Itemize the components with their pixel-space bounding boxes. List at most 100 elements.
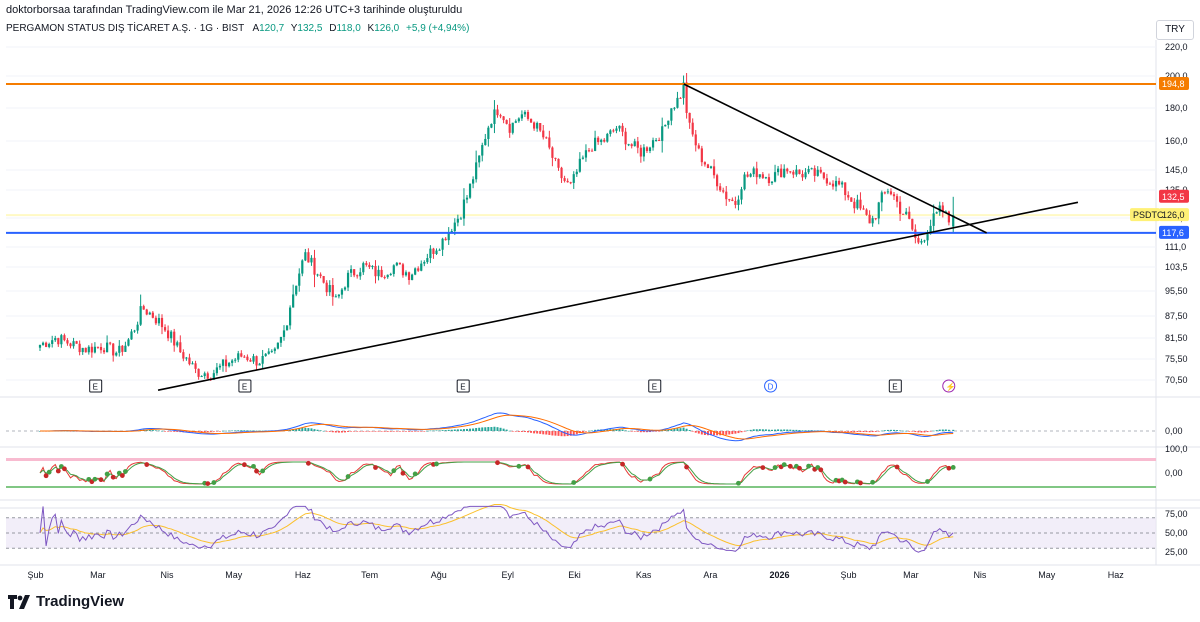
high-price-label: 132,5 xyxy=(1162,192,1185,202)
macd-histogram-bar xyxy=(362,431,365,432)
candle-body xyxy=(560,167,563,179)
macd-pane xyxy=(6,412,1156,442)
time-tick-label: Eki xyxy=(568,570,581,580)
rsi-band-fill xyxy=(6,517,1156,549)
earnings-marker[interactable] xyxy=(89,379,103,393)
macd-histogram-bar xyxy=(636,431,639,432)
macd-histogram-bar xyxy=(795,429,798,431)
macd-histogram-bar xyxy=(923,431,926,433)
macd-histogram-bar xyxy=(261,430,264,432)
macd-histogram-bar xyxy=(164,431,167,432)
macd-histogram-bar xyxy=(746,430,749,432)
price-tick-label: 180,0 xyxy=(1165,103,1188,113)
candle-body xyxy=(542,130,545,138)
macd-histogram-bar xyxy=(911,431,914,432)
candle-body xyxy=(725,191,728,200)
candle-body xyxy=(310,257,313,263)
macd-histogram-bar xyxy=(200,431,203,433)
candle-body xyxy=(758,174,761,178)
candle-body xyxy=(838,180,841,185)
candle-body xyxy=(536,123,539,129)
time-tick-label: Şub xyxy=(28,570,44,580)
chart-caption: doktorborsaa tarafından TradingView.com … xyxy=(6,4,463,16)
candle-body xyxy=(407,272,411,280)
stochastic-cross-dot xyxy=(772,465,778,470)
candle-body xyxy=(261,356,264,364)
earnings-marker[interactable] xyxy=(238,379,252,393)
macd-histogram-bar xyxy=(389,431,392,432)
candle-body xyxy=(618,125,621,129)
candle-body xyxy=(459,218,462,220)
macd-histogram-bar xyxy=(536,431,539,434)
stochastic-cross-dot xyxy=(870,479,876,485)
lower-trendline xyxy=(157,201,1079,391)
candle-body xyxy=(133,330,136,332)
candle-body xyxy=(630,144,633,147)
candle-body xyxy=(728,199,731,201)
stochastic-cross-dot xyxy=(211,480,217,485)
currency-button[interactable]: TRY xyxy=(1156,20,1194,40)
candle-body xyxy=(740,189,743,200)
candle-body xyxy=(197,368,200,377)
candle-body xyxy=(658,139,661,141)
stochastic-cross-dot xyxy=(205,481,211,487)
macd-histogram-bar xyxy=(932,430,935,432)
tradingview-brand[interactable]: TradingView xyxy=(8,593,124,610)
stochastic-cross-dot xyxy=(92,476,98,482)
stochastic-cross-dot xyxy=(104,471,110,477)
macd-histogram-bar xyxy=(322,430,325,432)
earnings-marker[interactable] xyxy=(888,379,902,393)
candle-body xyxy=(377,269,380,277)
dividend-marker[interactable] xyxy=(764,379,778,393)
stochastic-cross-dot xyxy=(144,462,150,467)
stochastic-cross-dot xyxy=(571,480,577,485)
stochastic-upper-band xyxy=(6,458,1156,461)
candle-body xyxy=(789,171,792,173)
candle-body xyxy=(328,285,331,293)
candle-body xyxy=(938,205,941,213)
candle-body xyxy=(282,330,286,337)
time-tick-label: Haz xyxy=(295,570,312,580)
macd-histogram-bar xyxy=(456,429,459,431)
macd-histogram-bar xyxy=(804,430,807,431)
stochastic-cross-dot xyxy=(46,469,52,475)
price-tick-label: 200,0 xyxy=(1165,71,1188,81)
macd-histogram-bar xyxy=(789,429,792,431)
candle-body xyxy=(301,260,304,274)
macd-histogram-bar xyxy=(902,430,905,432)
upper-trendline xyxy=(683,83,987,234)
candle-body xyxy=(609,130,612,134)
candle-body xyxy=(191,363,194,365)
candle-body xyxy=(952,215,955,227)
macd-histogram-bar xyxy=(786,429,789,431)
candle-body xyxy=(203,373,206,377)
macd-histogram-bar xyxy=(222,430,224,432)
macd-histogram-bar xyxy=(658,431,661,432)
candle-body xyxy=(899,201,902,214)
earnings-marker[interactable] xyxy=(648,379,662,393)
candle-body xyxy=(877,202,880,219)
candle-body xyxy=(170,331,173,339)
macd-histogram-bar xyxy=(706,431,709,436)
ohlc-low-key: D xyxy=(329,23,337,34)
last-price-band xyxy=(6,214,1156,217)
macd-histogram-bar xyxy=(893,429,895,431)
candle-body xyxy=(182,352,185,359)
split-marker[interactable] xyxy=(942,379,956,393)
earnings-marker[interactable] xyxy=(456,379,470,393)
macd-histogram-bar xyxy=(743,431,746,432)
candle-body xyxy=(130,331,133,340)
stochastic-cross-dot xyxy=(525,464,531,470)
candle-body xyxy=(426,258,429,263)
macd-histogram-bar xyxy=(487,427,490,431)
candle-body xyxy=(176,342,179,346)
macd-histogram-bar xyxy=(926,431,929,433)
symbol-legend[interactable]: PERGAMON STATUS DIŞ TİCARET A.Ş. · 1G · … xyxy=(6,23,473,34)
stochastic-cross-dot xyxy=(842,479,848,485)
support-price-label: 117,6 xyxy=(1162,228,1184,238)
macd-histogram-bar xyxy=(438,430,441,432)
candle-body xyxy=(594,137,597,151)
macd-histogram-bar xyxy=(423,431,426,432)
candle-body xyxy=(136,324,139,331)
